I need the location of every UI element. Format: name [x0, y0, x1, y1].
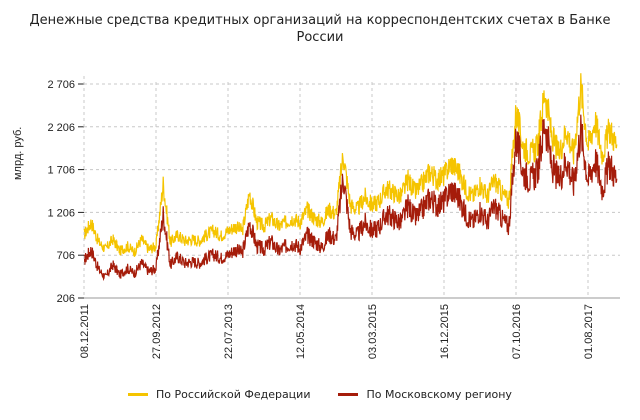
y-tick-label: 2 706: [47, 79, 75, 91]
series-line-rf: [83, 73, 618, 258]
legend: По Российской Федерации По Московскому р…: [0, 388, 640, 401]
y-tick-label: 206: [57, 293, 75, 305]
chart-title-line1: Денежные средства кредитных организаций …: [29, 13, 611, 28]
legend-item-moscow[interactable]: По Московскому региону: [338, 388, 512, 401]
chart-title-line2: России: [296, 30, 344, 45]
legend-item-rf[interactable]: По Российской Федерации: [128, 388, 310, 401]
series-line-moscow: [83, 114, 618, 282]
x-tick-label: 12.05.2014: [295, 304, 307, 359]
y-tick-label: 1 706: [47, 165, 75, 177]
chart-title: Денежные средства кредитных организаций …: [0, 12, 640, 46]
x-tick-label: 08.12.2011: [79, 304, 91, 358]
axes: 206 706 1 206 1 706 2 206 2 706 08.12.2011 27.0…: [47, 76, 620, 359]
x-tick-label: 01.08.2017: [583, 304, 595, 359]
legend-label-moscow: По Московскому региону: [366, 388, 512, 401]
legend-label-rf: По Российской Федерации: [156, 388, 311, 401]
x-tick-label: 27.09.2012: [151, 304, 163, 359]
y-tick-label: 2 206: [47, 122, 75, 134]
series-lines: [83, 73, 618, 282]
x-tick-label: 07.10.2016: [511, 304, 523, 359]
y-tick-label: 706: [57, 250, 75, 262]
x-tick-label: 03.03.2015: [367, 304, 379, 359]
y-tick-label: 1 206: [47, 207, 75, 219]
x-tick-label: 16.12.2015: [439, 304, 451, 359]
x-tick-label: 22.07.2013: [223, 304, 235, 359]
legend-swatch-moscow: [338, 393, 359, 396]
legend-swatch-rf: [128, 393, 149, 396]
